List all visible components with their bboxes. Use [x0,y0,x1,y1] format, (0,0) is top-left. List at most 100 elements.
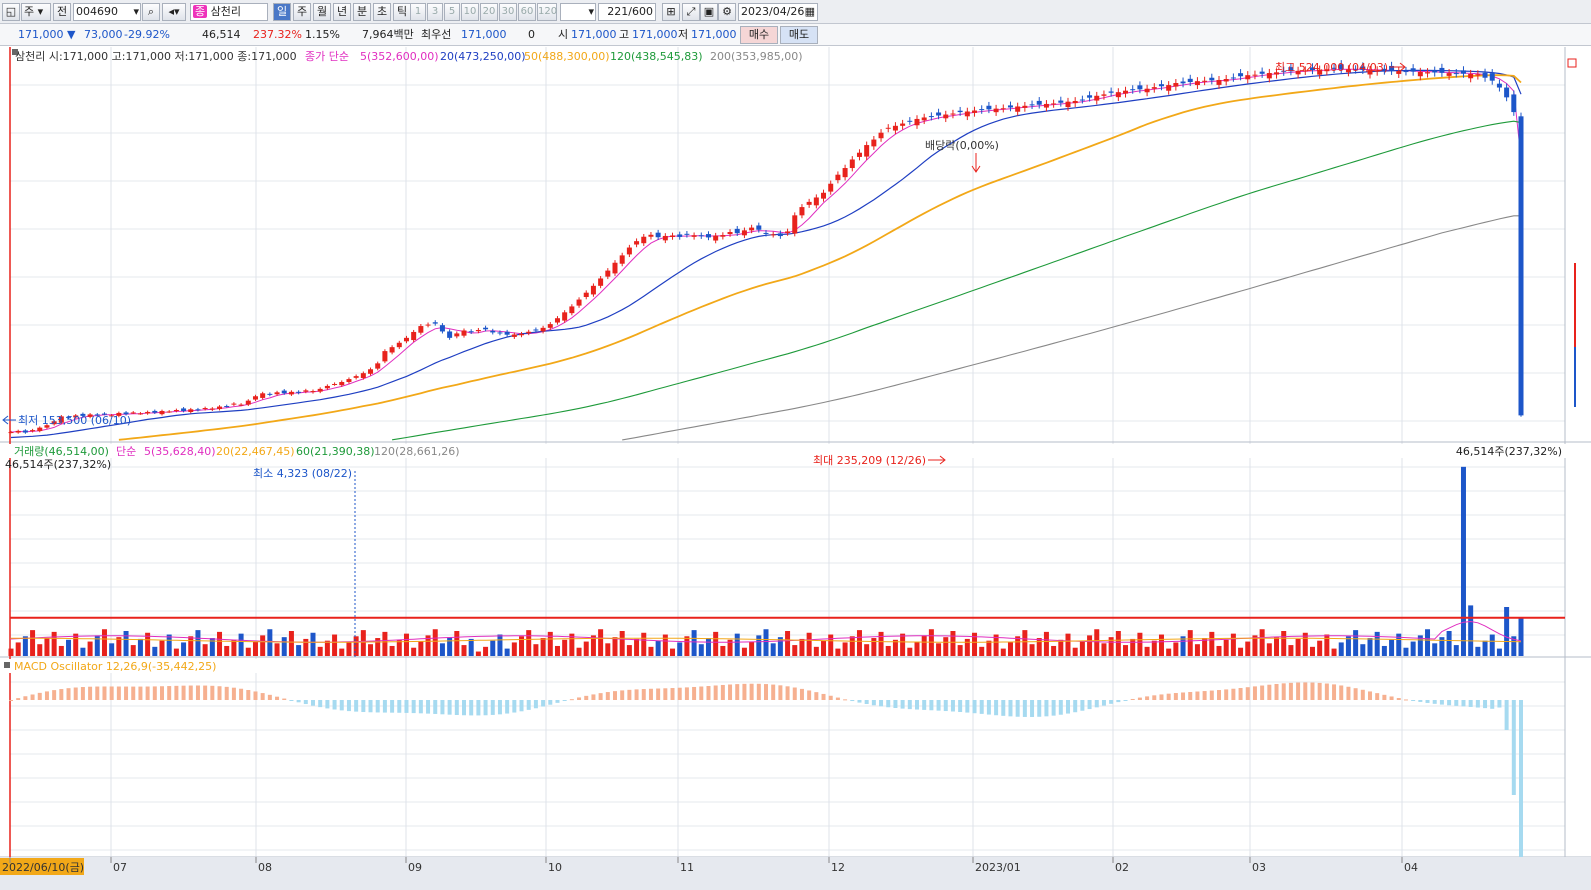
macd-bar [569,699,574,701]
price-change-pct: -29.92% [124,28,170,41]
macd-bar [1382,694,1387,700]
tab-interval-6[interactable]: 60 [518,3,536,21]
volume-bar [202,644,208,656]
ma120-line [392,120,1522,441]
trend-icon[interactable]: ⤢ [682,3,700,21]
layout-icon[interactable]: ◱ [2,3,20,21]
macd-legend-title: MACD Oscillator 12,26,9(-35,442,25) [14,660,216,673]
tab-interval-3[interactable]: 10 [461,3,479,21]
volume-bar [526,630,532,656]
tab-interval-5[interactable]: 30 [499,3,517,21]
candle [101,413,107,415]
stock-name-field[interactable]: 종 삼천리 [190,3,268,21]
macd-bar [785,686,790,700]
candle [1209,77,1215,81]
candle [468,331,474,333]
volume-bar [1238,647,1244,656]
tab-interval-7[interactable]: 120 [537,3,557,21]
macd-bar [109,686,114,700]
buy-button[interactable]: 매수 [740,26,778,44]
macd-bar [1015,700,1020,717]
tab-period-6[interactable]: 틱 [393,3,411,21]
volume-bar [346,642,352,656]
gear-icon[interactable]: ⚙ [718,3,736,21]
volume-bar [1123,645,1129,656]
volume-bar [461,645,467,656]
volume-bar [662,634,668,656]
macd-bar [397,700,402,713]
x-tick-label: 12 [831,861,845,874]
candle [972,110,978,113]
candle [411,331,417,341]
macd-bar [979,700,984,714]
volume-bar [238,633,244,656]
candle [1180,81,1186,84]
macd-bar [160,686,164,700]
macd-bar [483,700,488,716]
candle [612,262,618,274]
candle [1079,99,1085,101]
volume-bar [159,640,165,656]
macd-bar [950,700,955,712]
tab-period-4[interactable]: 분 [353,3,371,21]
macd-bar [1375,693,1380,700]
macd-bar [138,686,143,700]
interval-select[interactable]: ▾ [560,3,596,21]
macd-bar [303,700,308,705]
market-select[interactable]: 주 ▾ [21,3,51,21]
candle [749,227,755,231]
macd-bar [16,698,21,700]
candle [1036,100,1042,105]
tab-period-0[interactable]: 일 [273,3,291,21]
candle [1137,85,1143,90]
speaker-icon[interactable]: ◂▾ [162,3,186,21]
macd-bar [174,685,179,700]
macd-bar [246,690,251,700]
search-icon[interactable]: ⌕ [142,3,160,21]
tab-period-1[interactable]: 주 [293,3,311,21]
count-field[interactable]: 221/600 [598,3,656,21]
tab-interval-2[interactable]: 5 [444,3,460,21]
volume-axis-label: 46,514주(237,32%) [1456,445,1562,458]
low-value: 171,000 [691,28,737,41]
tab-period-3[interactable]: 년 [333,3,351,21]
tab-period-5[interactable]: 초 [373,3,391,21]
date-field[interactable]: 2023/04/26 ▦ [738,3,818,21]
x-axis-bar [0,857,1591,890]
candle [1496,83,1502,88]
candle [540,327,546,332]
volume-bar [1381,645,1387,656]
sell-button[interactable]: 매도 [780,26,818,44]
sell-button-label: 매도 [788,28,810,41]
macd-bar [231,687,236,700]
save-icon[interactable]: ▣ [700,3,718,21]
volume-bar [418,641,424,656]
tab-period-2[interactable]: 월 [313,3,331,21]
volume-bar [58,645,64,656]
candle [785,231,791,233]
candle [986,105,992,110]
volume-bar [353,636,359,656]
macd-bar [943,700,948,712]
tab-interval-0[interactable]: 1 [410,3,426,21]
macd-bar [1116,700,1121,703]
prev-button[interactable]: 전 [53,3,71,21]
stock-code-input[interactable]: 004690 ▾ [73,3,141,21]
volume-bar [432,629,438,656]
candle [928,116,934,118]
tab-interval-1[interactable]: 3 [427,3,443,21]
volume-bar [504,648,510,656]
candle [554,318,560,323]
candle [1101,94,1107,96]
x-tick-label: 04 [1404,861,1418,874]
volume-bar [1065,633,1071,656]
grid-icon[interactable]: ⊞ [662,3,680,21]
volume-bar [1367,638,1373,656]
quote-bar: 171,000 ▼ 73,000 -29.92% 46,514 237.32% … [0,24,1591,46]
tab-interval-4[interactable]: 20 [480,3,498,21]
candle [1389,65,1395,71]
stock-chart[interactable]: 삼천리 시:171,000 고:171,000 저:171,000 종:171,… [0,47,1591,890]
volume-bar [519,636,525,656]
macd-bar [217,686,222,700]
volume-bar [224,645,230,656]
